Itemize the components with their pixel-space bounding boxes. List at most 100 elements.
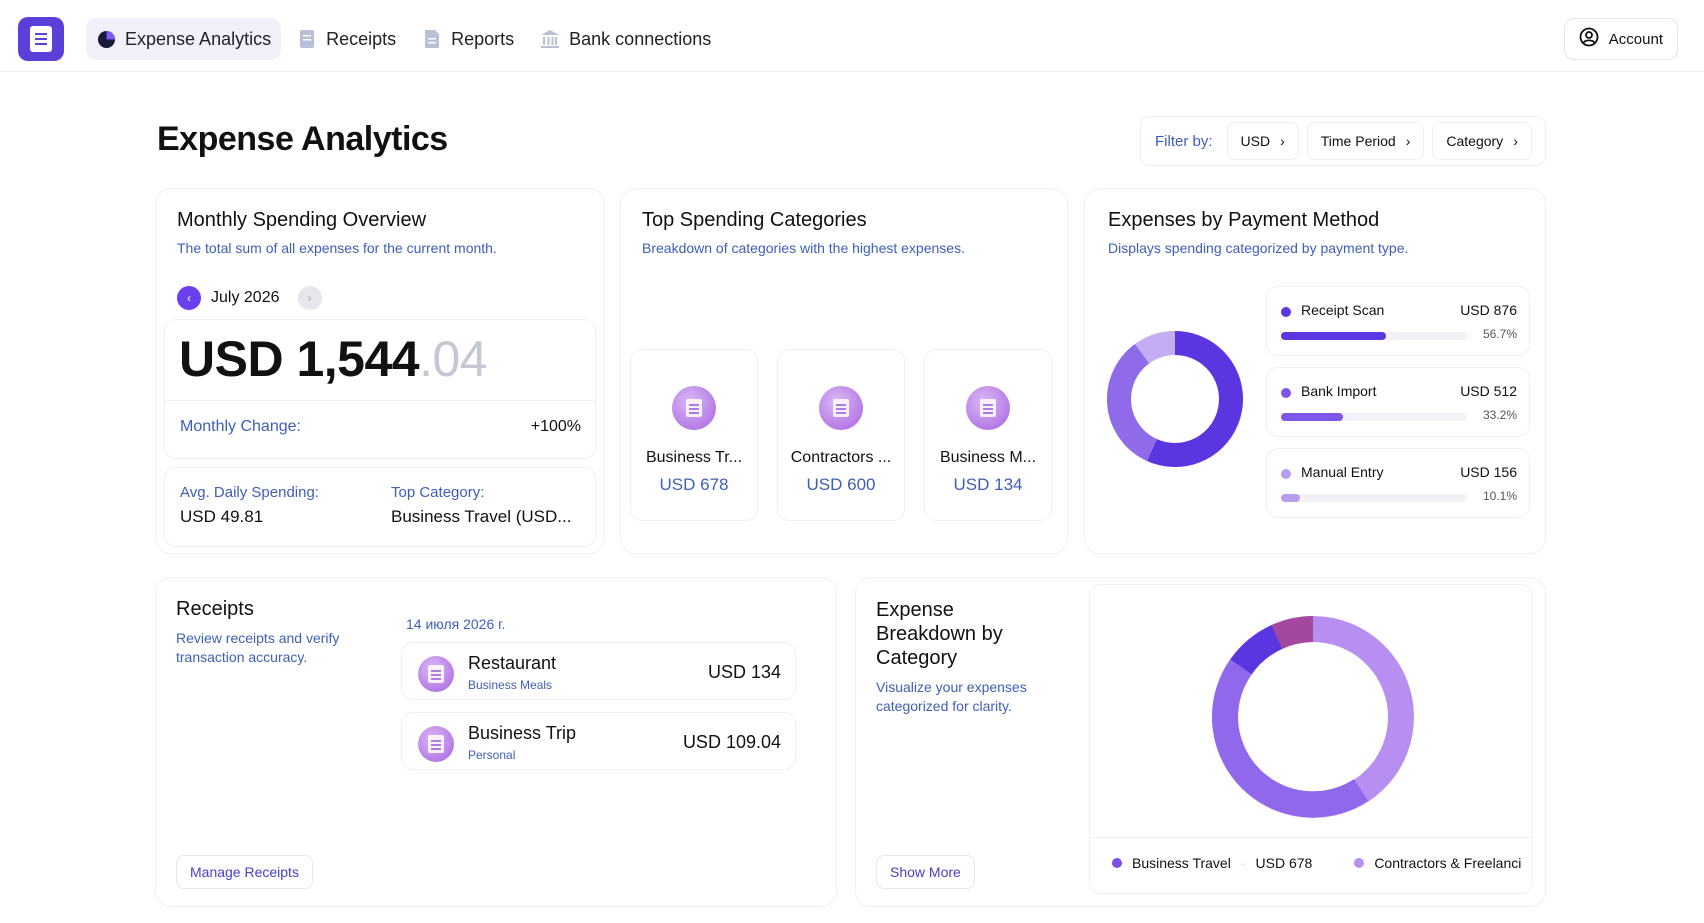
amount-main: USD 1,544 (179, 331, 420, 387)
receipt-item[interactable]: Restaurant Business Meals USD 134 (401, 642, 796, 700)
donut-segment-business-travel-top (1212, 659, 1252, 718)
avg-daily-value: USD 49.81 (180, 507, 264, 526)
filter-label: Filter by: (1155, 132, 1213, 150)
divider (1090, 837, 1532, 838)
category-amount: USD 134 (953, 475, 1023, 494)
receipt-amount: USD 134 (707, 662, 781, 682)
legend-label: Contractors & Freelanci (1374, 855, 1522, 871)
legend-dot (1354, 858, 1365, 868)
top-categories-card: Top Spending Categories Breakdown of cat… (620, 188, 1068, 554)
nav-item-receipts[interactable]: Receipts (287, 18, 406, 60)
donut-segment-dark (1230, 625, 1283, 675)
receipt-name: Business Trip (468, 723, 577, 743)
card-subtitle: Breakdown of categories with the highest… (642, 240, 965, 256)
filter-time-period-label: Time Period (1320, 133, 1396, 149)
nav-label: Reports (451, 28, 515, 49)
receipt-amount: USD 109.04 (682, 732, 781, 752)
card-title: Top Spending Categories (642, 209, 867, 231)
payment-row-receipt-scan[interactable]: Receipt Scan USD 876 56.7% (1266, 286, 1530, 356)
payment-row-bank-import[interactable]: Bank Import USD 512 33.2% (1266, 367, 1530, 437)
category-name: Business Tr... (645, 449, 743, 466)
progress-track (1281, 494, 1467, 502)
avg-daily-stat: Avg. Daily Spending: USD 49.81 (180, 484, 319, 527)
donut-segment-business-travel (1212, 716, 1369, 818)
payment-name: Manual Entry (1301, 464, 1384, 480)
account-label: Account (1608, 30, 1663, 48)
receipt-icon (297, 29, 317, 49)
category-tile[interactable]: Business Tr... USD 678 (630, 349, 758, 521)
receipts-card: Receipts Review receipts and verify tran… (155, 577, 837, 907)
legend-separator: · (1240, 855, 1246, 871)
chart-legend: Business Travel · USD 678 Contractors & … (1112, 855, 1521, 871)
payment-amount: USD 156 (1460, 464, 1517, 480)
payment-name: Bank Import (1301, 383, 1377, 399)
receipt-icon (418, 656, 454, 692)
top-navigation-bar: Expense Analytics Receipts Reports Bank … (0, 0, 1704, 72)
card-title: Expense Breakdown by Category (876, 599, 1003, 669)
payment-row-manual-entry[interactable]: Manual Entry USD 156 10.1% (1266, 448, 1530, 518)
monthly-change-value: +100% (530, 418, 581, 435)
series-dot (1281, 388, 1291, 398)
breakdown-card: Expense Breakdown by Category Visualize … (855, 577, 1546, 907)
category-name: Contractors ... (790, 449, 892, 466)
user-circle-icon (1579, 27, 1599, 51)
main-nav: Expense Analytics Receipts Reports Bank … (86, 18, 721, 60)
page-title: Expense Analytics (157, 120, 448, 158)
category-tile[interactable]: Business M... USD 134 (924, 349, 1052, 521)
top-category-value: Business Travel (USD... (391, 507, 572, 526)
nav-item-bank-connections[interactable]: Bank connections (530, 18, 721, 60)
card-subtitle: Review receipts and verify transaction a… (176, 630, 340, 665)
card-subtitle: Visualize your expenses categorized for … (876, 679, 1027, 714)
card-subtitle: Displays spending categorized by payment… (1108, 240, 1409, 256)
manage-receipts-button[interactable]: Manage Receipts (176, 855, 313, 889)
donut-slice-1 (1107, 331, 1243, 467)
progress-track (1281, 332, 1467, 340)
filter-currency[interactable]: USD › (1226, 122, 1299, 160)
category-tile[interactable]: Contractors ... USD 600 (777, 349, 905, 521)
series-dot (1281, 307, 1291, 317)
donut-slice-2 (1107, 331, 1243, 467)
prev-month-button[interactable]: ‹ (177, 286, 201, 310)
receipt-icon (966, 386, 1010, 430)
payment-percent: 10.1% (1482, 489, 1517, 503)
month-selector: ‹ July 2026 › (177, 286, 322, 310)
receipt-item[interactable]: Business Trip Personal USD 109.04 (401, 712, 796, 770)
avg-daily-label: Avg. Daily Spending: (180, 484, 319, 501)
stats-box: Avg. Daily Spending: USD 49.81 Top Categ… (164, 467, 596, 547)
account-button[interactable]: Account (1563, 18, 1678, 60)
legend-amount: USD 678 (1255, 855, 1313, 871)
nav-item-reports[interactable]: Reports (412, 18, 524, 60)
filter-category[interactable]: Category › (1432, 122, 1532, 160)
card-title: Expenses by Payment Method (1108, 209, 1380, 231)
category-amount: USD 678 (659, 475, 729, 494)
receipt-category: Business Meals (468, 678, 553, 692)
category-name: Business M... (939, 449, 1037, 466)
nav-item-expense-analytics[interactable]: Expense Analytics (86, 18, 282, 60)
payment-name: Receipt Scan (1301, 302, 1385, 318)
filter-time-period[interactable]: Time Period › (1306, 122, 1425, 160)
payment-amount: USD 512 (1460, 383, 1517, 399)
app-logo-icon[interactable] (18, 17, 64, 61)
divider (165, 400, 595, 401)
card-subtitle: The total sum of all expenses for the cu… (177, 240, 497, 256)
monthly-spending-card: Monthly Spending Overview The total sum … (155, 188, 605, 554)
next-month-button[interactable]: › (297, 286, 322, 310)
receipt-category: Personal (468, 748, 516, 762)
category-donut-chart (1212, 616, 1414, 818)
show-more-button[interactable]: Show More (876, 855, 975, 889)
payment-amount: USD 876 (1460, 302, 1517, 318)
receipt-icon (418, 726, 454, 762)
card-title: Receipts (176, 598, 254, 620)
series-dot (1281, 469, 1291, 479)
legend-dot (1112, 858, 1122, 868)
donut-segment-accent (1271, 616, 1314, 650)
legend-label: Business Travel (1132, 855, 1231, 871)
filter-category-label: Category (1446, 133, 1504, 149)
document-icon (422, 29, 442, 49)
card-title: Monthly Spending Overview (177, 209, 427, 231)
nav-label: Receipts (326, 28, 397, 49)
payment-percent: 56.7% (1482, 327, 1517, 341)
filter-bar: Filter by: USD › Time Period › Category … (1140, 116, 1546, 166)
progress-fill (1281, 332, 1387, 340)
progress-fill (1281, 413, 1343, 421)
